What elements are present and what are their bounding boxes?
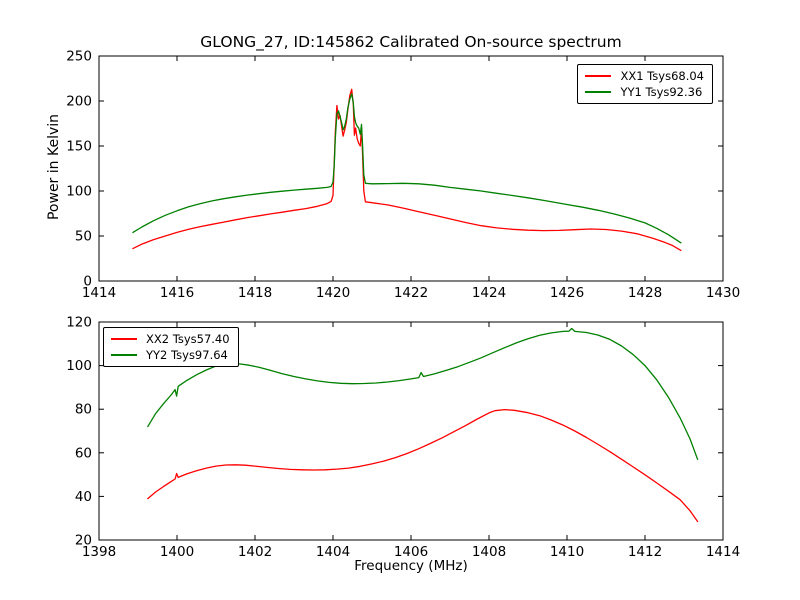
x-tick-label: 1424 — [472, 285, 506, 301]
series-line-yy1 — [132, 93, 682, 244]
y-tick-label: 0 — [83, 274, 92, 290]
legend-line-sample-yy1 — [585, 91, 612, 93]
legend-label-xx2: XX2 Tsys57.40 — [146, 332, 230, 346]
legend-bottom: XX2 Tsys57.40 YY2 Tsys97.64 — [103, 327, 239, 367]
y-tick-label: 100 — [66, 358, 92, 374]
x-tick-label: 1414 — [82, 285, 116, 301]
legend-label-yy2: YY2 Tsys97.64 — [146, 348, 228, 362]
x-tick-label: 1408 — [472, 544, 506, 560]
legend-top: XX1 Tsys68.04 YY1 Tsys92.36 — [577, 64, 713, 104]
legend-entry: XX1 Tsys68.04 — [585, 68, 704, 84]
figure-title: GLONG_27, ID:145862 Calibrated On-source… — [200, 33, 622, 51]
y-tick-label: 80 — [75, 402, 92, 418]
y-tick-label: 20 — [75, 533, 92, 549]
x-tick-label: 1414 — [706, 544, 740, 560]
legend-label-xx1: XX1 Tsys68.04 — [620, 69, 704, 83]
y-tick-label: 40 — [75, 489, 92, 505]
y-tick-label: 250 — [66, 49, 92, 65]
legend-line-sample-yy2 — [111, 354, 137, 356]
y-tick-label: 50 — [75, 229, 92, 245]
series-line-xx1 — [132, 88, 682, 252]
legend-label-yy1: YY1 Tsys92.36 — [620, 85, 703, 99]
legend-line-sample-xx2 — [111, 338, 137, 340]
legend-entry: XX2 Tsys57.40 — [111, 331, 230, 347]
y-tick-label: 100 — [66, 184, 92, 200]
x-tick-label: 1428 — [628, 285, 662, 301]
y-tick-label: 150 — [66, 139, 92, 155]
x-tick-label: 1422 — [394, 285, 428, 301]
x-tick-label: 1402 — [238, 544, 272, 560]
y-tick-label: 200 — [66, 94, 92, 110]
x-tick-label: 1398 — [82, 544, 116, 560]
x-tick-label: 1426 — [550, 285, 584, 301]
x-tick-label: 1410 — [550, 544, 584, 560]
legend-line-sample-xx1 — [585, 75, 612, 77]
y-tick-label: 120 — [66, 315, 92, 331]
series-line-xx2 — [147, 408, 699, 523]
x-tick-label: 1412 — [628, 544, 662, 560]
y-axis-label: Power in Kelvin — [46, 113, 62, 221]
x-tick-label: 1430 — [706, 285, 740, 301]
x-tick-label: 1406 — [394, 544, 428, 560]
x-axis-label: Frequency (MHz) — [354, 558, 468, 574]
x-tick-label: 1400 — [160, 544, 194, 560]
x-tick-label: 1404 — [316, 544, 350, 560]
legend-entry: YY1 Tsys92.36 — [585, 84, 704, 100]
y-tick-label: 60 — [75, 445, 92, 461]
x-tick-label: 1416 — [160, 285, 194, 301]
legend-entry: YY2 Tsys97.64 — [111, 347, 230, 363]
series-line-yy2 — [147, 327, 699, 460]
x-tick-label: 1418 — [238, 285, 272, 301]
x-tick-label: 1420 — [316, 285, 350, 301]
